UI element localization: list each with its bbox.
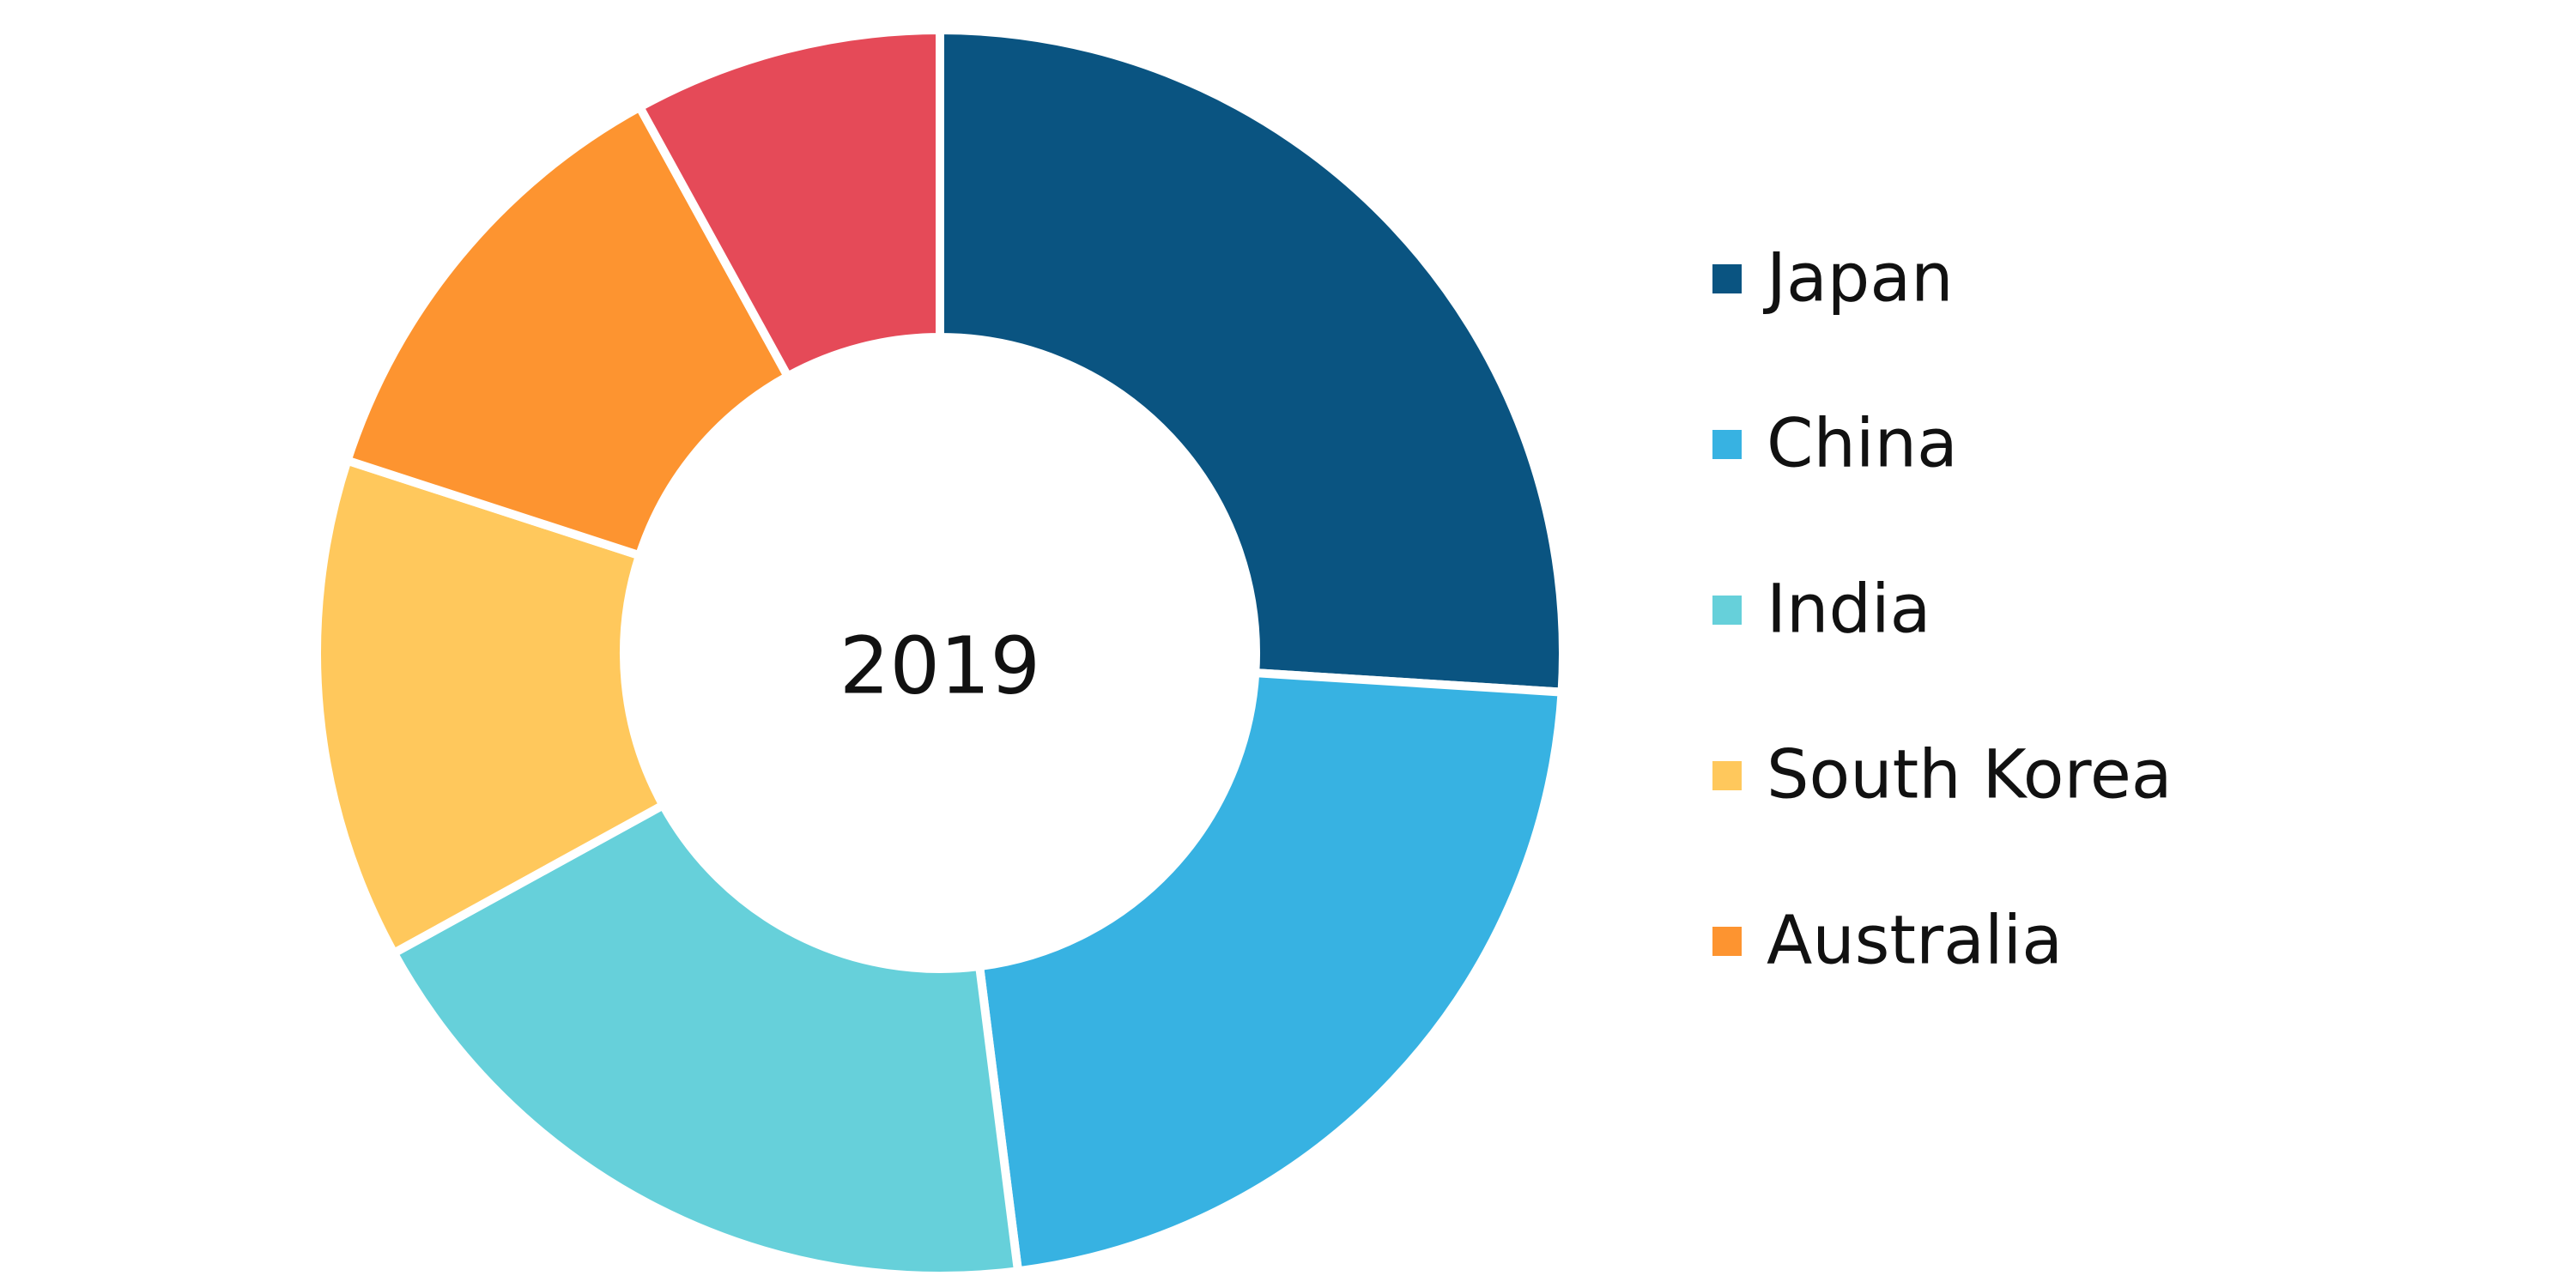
legend-label: Japan (1762, 239, 1954, 317)
legend-swatch (1712, 430, 1742, 459)
center-label: 2019 (839, 620, 1040, 711)
donut-slice (342, 101, 794, 561)
donut-slice (388, 799, 1023, 1280)
legend-swatch (1712, 596, 1742, 625)
legend-label: India (1767, 571, 1930, 648)
donut-slice (312, 455, 670, 959)
legend-label: Australia (1767, 902, 2063, 979)
donut-slice (936, 25, 1568, 697)
legend-label: China (1767, 405, 1958, 482)
legend-swatch (1712, 264, 1742, 293)
legend-swatch (1712, 927, 1742, 956)
donut-slice (633, 25, 944, 383)
donut-slice (974, 668, 1567, 1276)
legend-label: South Korea (1767, 736, 2173, 813)
legend-swatch (1712, 761, 1742, 790)
